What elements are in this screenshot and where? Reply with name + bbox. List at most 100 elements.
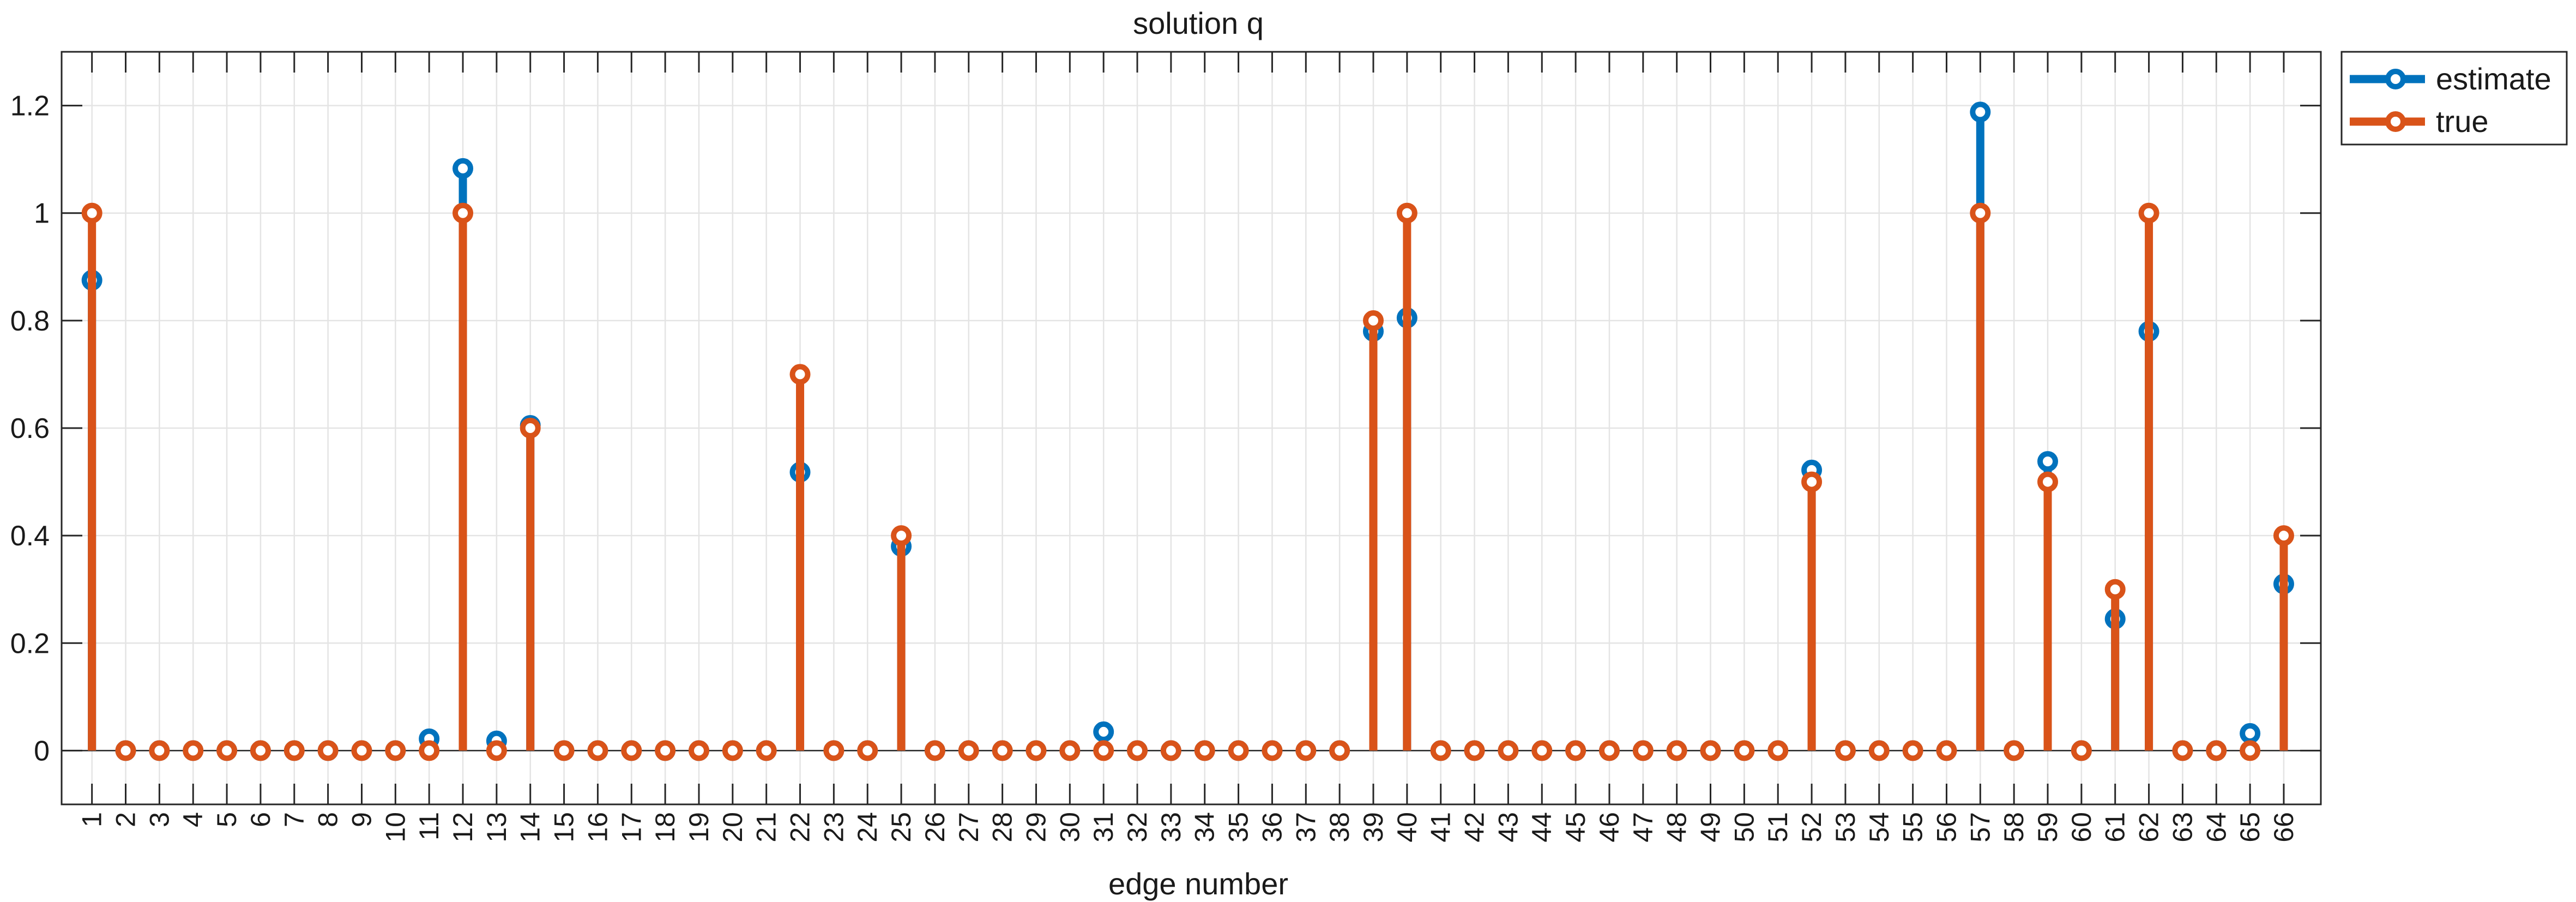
x-tick-label: 14 (515, 812, 546, 843)
stem-marker (1093, 721, 1114, 742)
stem-marker (756, 740, 777, 761)
x-tick-label: 4 (178, 812, 208, 827)
x-tick-label: 65 (2235, 812, 2265, 843)
x-tick-label: 22 (785, 812, 816, 843)
x-tick-label: 3 (144, 812, 174, 827)
stem-marker (520, 418, 541, 438)
y-tick-label: 0.4 (10, 520, 50, 552)
stem-marker (655, 740, 676, 761)
x-tick-label: 61 (2100, 812, 2131, 843)
x-tick-label: 8 (313, 812, 343, 827)
legend-swatch-marker (2385, 111, 2406, 132)
y-tick-label: 1 (34, 198, 50, 230)
stem-marker (857, 740, 878, 761)
stem-marker (1734, 740, 1755, 761)
stem-marker (1666, 740, 1687, 761)
stem-marker (1902, 740, 1923, 761)
stem-marker (2240, 723, 2261, 744)
stem-marker (992, 740, 1013, 761)
stem-marker (891, 525, 912, 546)
x-tick-label: 52 (1796, 812, 1827, 843)
x-tick-label: 41 (1426, 812, 1456, 843)
x-tick-label: 56 (1931, 812, 1962, 843)
legend-swatch-marker (2385, 69, 2406, 89)
x-tick-label: 26 (920, 812, 950, 843)
legend: estimate true (2340, 51, 2568, 146)
stem-marker (1262, 740, 1283, 761)
plot-frame (61, 51, 2322, 805)
x-tick-label: 29 (1021, 812, 1051, 843)
stem-marker (486, 740, 507, 761)
x-tick-label: 42 (1459, 812, 1490, 843)
stem-marker (2240, 740, 2261, 761)
stem-marker (1025, 740, 1047, 761)
stem-marker (1059, 740, 1081, 761)
stem-marker (149, 740, 170, 761)
stem-marker (1632, 740, 1654, 761)
legend-entry: true (2436, 104, 2489, 139)
x-tick-label: 16 (582, 812, 613, 843)
stem-marker (1295, 740, 1317, 761)
stem-marker (2138, 202, 2159, 224)
stem-marker (1970, 101, 1991, 123)
x-tick-label: 39 (1358, 812, 1389, 843)
stem-marker (688, 740, 709, 761)
x-tick-label: 48 (1662, 812, 1692, 843)
stem-marker (1464, 740, 1485, 761)
stem-marker (2206, 740, 2227, 761)
x-tick-label: 49 (1696, 812, 1726, 843)
stem-marker (1970, 202, 1991, 224)
grid (62, 52, 2321, 804)
data-stems (81, 101, 2294, 761)
stem-marker (823, 740, 844, 761)
x-tick-label: 13 (481, 812, 512, 843)
y-tick-label: 0.6 (10, 413, 50, 444)
x-tick-label: 7 (279, 812, 310, 827)
legend-entry: estimate (2436, 62, 2551, 96)
x-tick-label: 21 (751, 812, 782, 843)
x-tick-label: 57 (1965, 812, 1995, 843)
stem-marker (385, 740, 406, 761)
stem-marker (81, 202, 102, 224)
x-tick-label: 46 (1594, 812, 1625, 843)
stem-marker (1531, 740, 1553, 761)
stem-marker (1127, 740, 1148, 761)
x-tick-label: 24 (852, 812, 883, 843)
x-tick-label: 37 (1290, 812, 1321, 843)
x-tick-label: 55 (1898, 812, 1928, 843)
x-tick-label: 17 (616, 812, 647, 843)
stem-marker (183, 740, 204, 761)
y-tick-label: 0.8 (10, 305, 50, 337)
x-tick-label: 2 (111, 812, 141, 827)
x-tick-label: 18 (650, 812, 680, 843)
stem-marker (1700, 740, 1721, 761)
stem-marker (317, 740, 339, 761)
x-tick-label: 35 (1223, 812, 1254, 843)
x-tick-label: 15 (549, 812, 580, 843)
stem-marker (216, 740, 238, 761)
x-tick-label: 64 (2201, 812, 2231, 843)
x-tick-label: 19 (684, 812, 714, 843)
stem-marker (1093, 740, 1114, 761)
x-tick-label: 5 (212, 812, 242, 827)
stem-marker (1396, 202, 1417, 224)
stem-marker (1936, 740, 1957, 761)
x-tick-label: 27 (954, 812, 984, 843)
stem-marker (1801, 471, 1823, 492)
stem-marker (1767, 740, 1789, 761)
x-tick-label: 25 (886, 812, 916, 843)
x-tick-label: 62 (2134, 812, 2164, 843)
series-true (81, 202, 2294, 761)
x-tick-label: 40 (1392, 812, 1422, 843)
stem-marker (453, 202, 474, 224)
x-axis-label: edge number (1108, 867, 1288, 901)
stem-marker (1228, 740, 1249, 761)
x-tick-label: 44 (1527, 812, 1557, 843)
y-tick-label: 0.2 (10, 628, 50, 659)
stem-marker (2273, 525, 2294, 546)
x-tick-label: 36 (1257, 812, 1287, 843)
x-tick-label: 30 (1054, 812, 1085, 843)
stem-marker (1598, 740, 1620, 761)
stem-marker (1868, 740, 1890, 761)
